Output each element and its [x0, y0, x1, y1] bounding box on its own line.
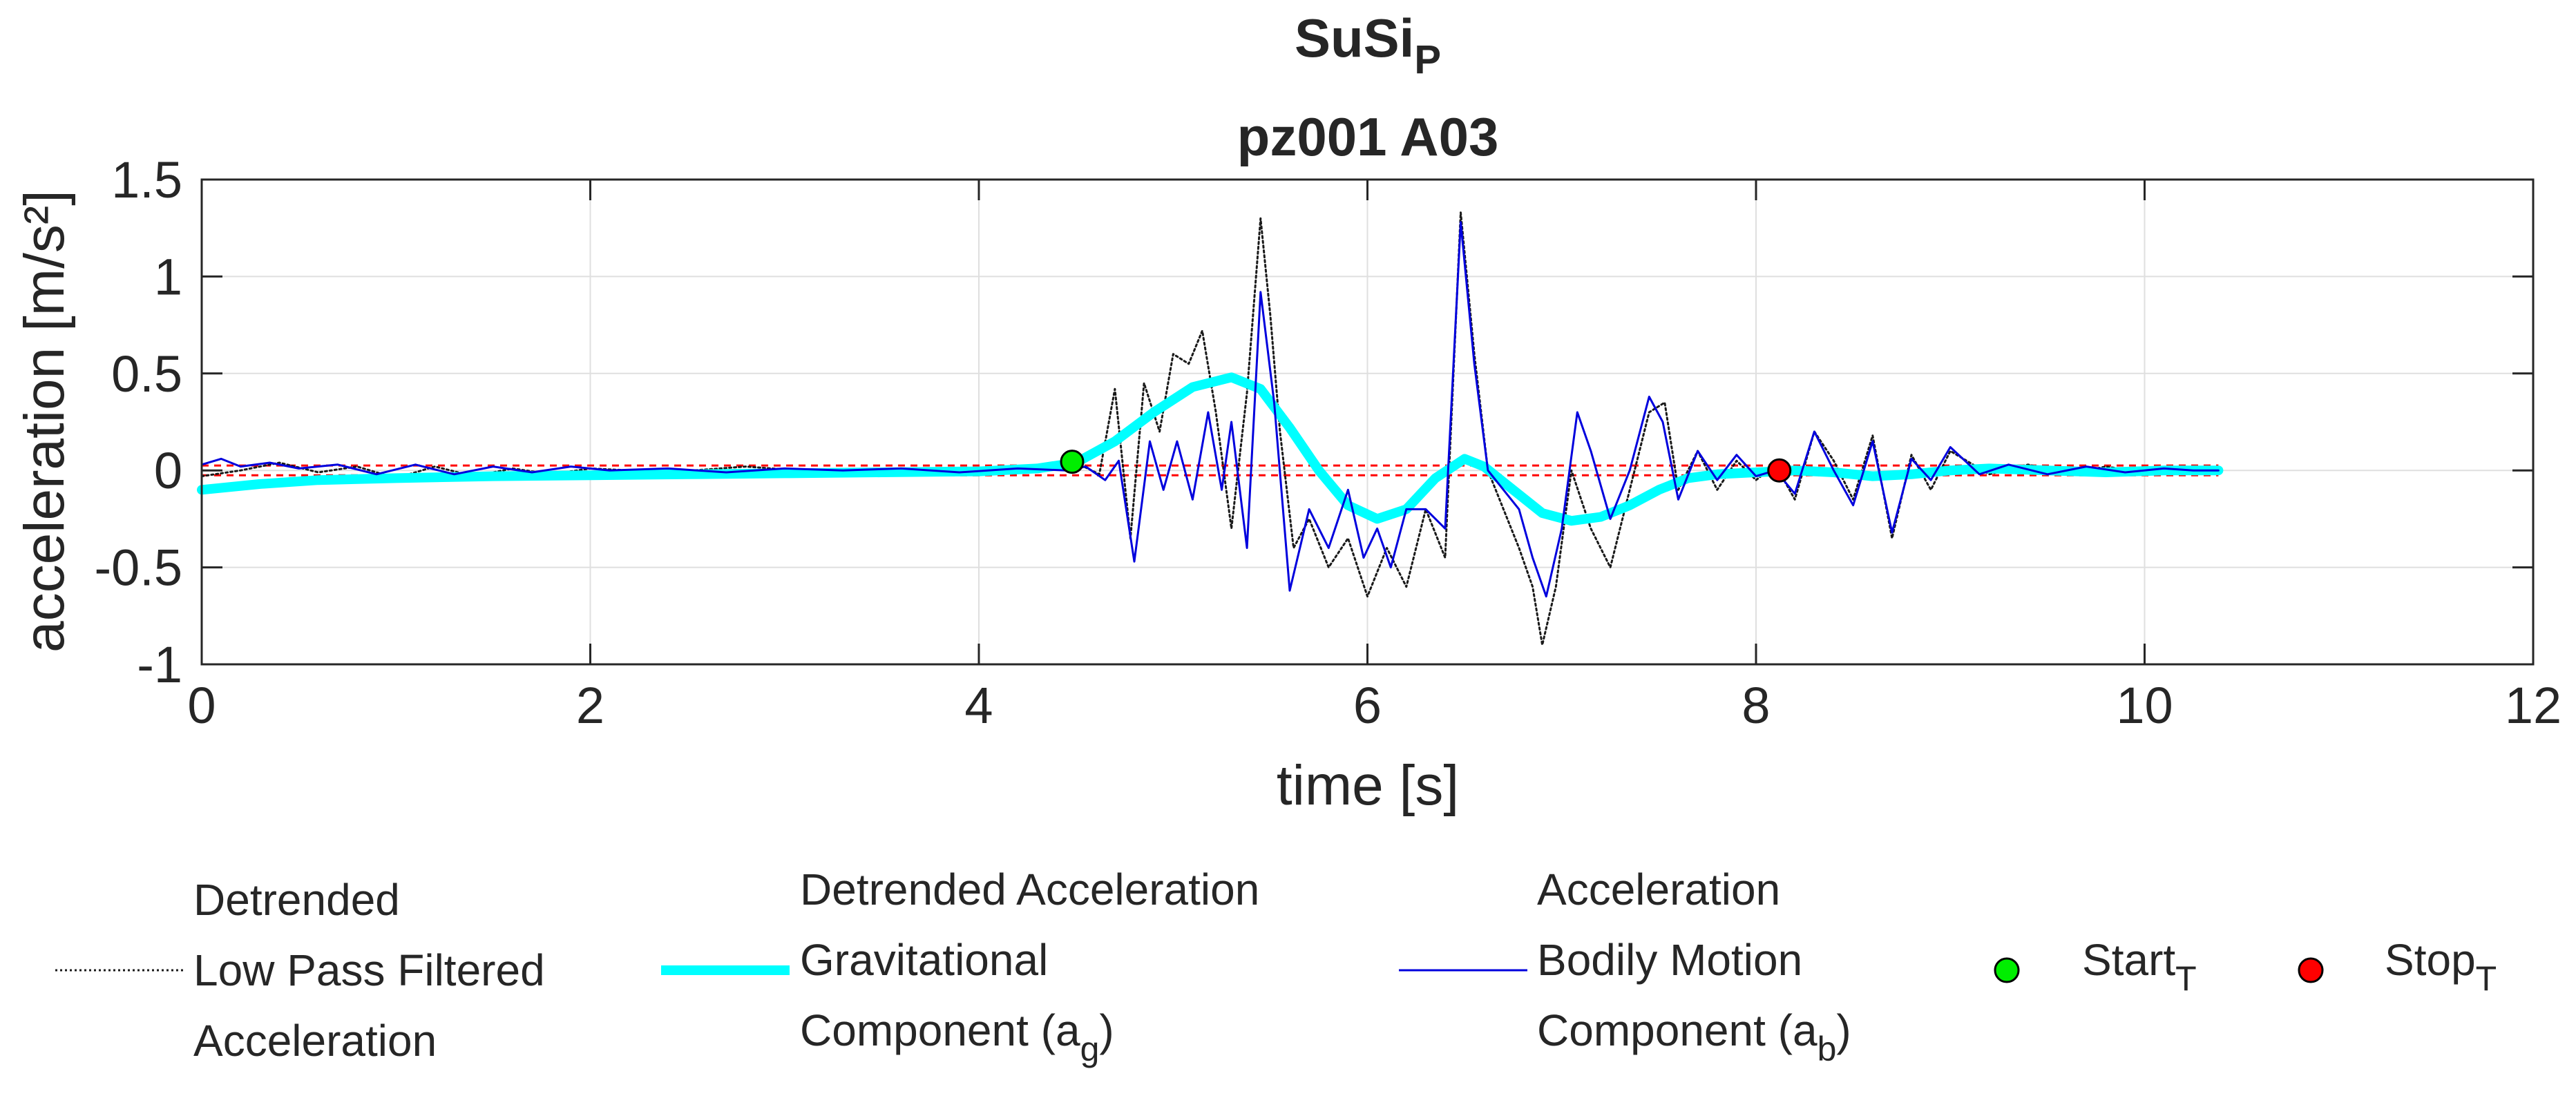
y-tick-label: 0.5	[111, 345, 182, 403]
marker-start	[1060, 450, 1085, 474]
x-tick-label: 2	[576, 677, 604, 734]
legend-label-detrended-line-2: Low Pass Filtered	[193, 945, 545, 995]
legend-label-gravitational-line-3: Component (a	[800, 1005, 1080, 1055]
axis-ticks: 0 2 4 6 8 10 12 -1 -0.5 0 0.5 1 1.5	[94, 151, 2561, 734]
y-tick-label: 0	[154, 442, 182, 499]
x-tick-label: 10	[2116, 677, 2173, 734]
legend-label-start-text: Start	[2082, 935, 2175, 985]
legend-label-bodily-subscript: b	[1817, 1030, 1837, 1068]
marker-group	[1060, 450, 1792, 483]
legend-label-start: StartT	[2082, 935, 2197, 998]
series-line-2	[200, 221, 2220, 598]
y-axis-label: acceleration [m/s²]	[13, 190, 76, 653]
legend-label-gravitational-subscript: g	[1080, 1030, 1100, 1068]
legend-label-gravitational-line-1: Detrended Acceleration	[800, 865, 1259, 914]
legend-label-stop-subscript: T	[2476, 959, 2497, 998]
legend-label-gravitational-suffix: )	[1099, 1005, 1114, 1055]
x-tick-label: 6	[1353, 677, 1382, 734]
legend-marker-start	[1994, 957, 2020, 983]
y-tick-label: 1	[154, 248, 182, 305]
x-axis-label: time [s]	[1277, 754, 1459, 817]
y-tick-label: 1.5	[111, 151, 182, 209]
legend-marker-stop	[2298, 957, 2324, 983]
legend-label-start-subscript: T	[2175, 959, 2197, 998]
legend-label-detrended-line-3: Acceleration	[193, 1016, 437, 1066]
chart-subtitle: pz001 A03	[1237, 106, 1499, 167]
legend: Detrended Low Pass Filtered Acceleration…	[55, 865, 2497, 1068]
x-tick-label: 4	[964, 677, 993, 734]
x-tick-label: 12	[2505, 677, 2561, 734]
legend-label-bodily-line-1: Acceleration	[1537, 865, 1780, 914]
legend-label-bodily-suffix: )	[1836, 1005, 1851, 1055]
chart-title-main: SuSi	[1295, 8, 1414, 68]
legend-label-detrended-line-1: Detrended	[193, 875, 400, 925]
marker-stop	[1767, 458, 1792, 483]
legend-label-gravitational-line-2: Gravitational	[800, 935, 1048, 985]
x-tick-label: 0	[187, 677, 216, 734]
legend-label-stop-text: Stop	[2385, 935, 2476, 985]
series-group	[197, 211, 2224, 646]
chart-title-subscript: P	[1414, 37, 1441, 82]
legend-label-bodily-line-2: Bodily Motion	[1537, 935, 1802, 985]
x-tick-label: 8	[1742, 677, 1770, 734]
legend-label-detrended: Detrended Low Pass Filtered Acceleration	[193, 875, 557, 1066]
legend-label-stop: StopT	[2385, 935, 2497, 998]
legend-label-bodily-line-3: Component (a	[1537, 1005, 1817, 1055]
legend-label-bodily: Acceleration Bodily Motion Component (ab…	[1537, 865, 1851, 1068]
y-tick-label: -1	[137, 636, 182, 693]
y-tick-label: -0.5	[94, 539, 182, 597]
legend-label-gravitational: Detrended Acceleration Gravitational Com…	[800, 865, 1272, 1068]
chart-title: SuSiP	[1295, 8, 1441, 82]
series-line-1	[197, 372, 2224, 526]
